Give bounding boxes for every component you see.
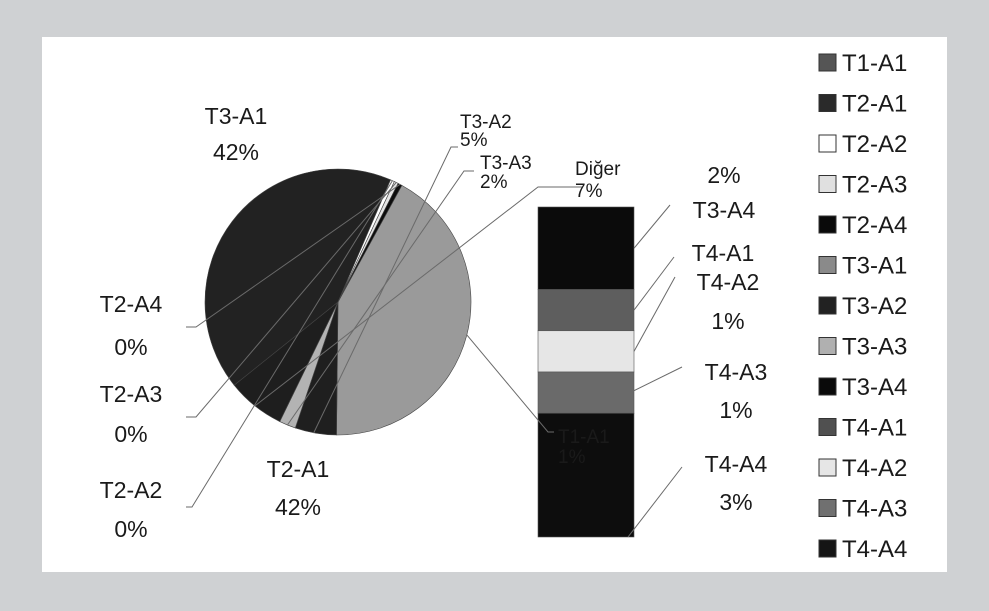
label-t3-a3-value: 2% [480, 172, 508, 193]
label-t4-a1-name: T4-A1 [692, 240, 755, 266]
label-t3-a2-value: 5% [460, 130, 488, 151]
legend-item-t3-a2: T3-A2 [818, 293, 907, 320]
legend-swatch [818, 296, 837, 315]
bar-segment-t4-a2 [537, 330, 635, 373]
legend-item-t4-a2: T4-A2 [818, 455, 907, 482]
label-t2-a3-name: T2-A3 [100, 381, 163, 407]
legend-item-t4-a3: T4-A3 [818, 496, 907, 523]
legend-item-t3-a1: T3-A1 [818, 253, 907, 280]
leader-t4-a2 [633, 276, 676, 352]
breakdown-bar [537, 206, 635, 538]
label-t3-a4-name: T3-A4 [693, 197, 756, 223]
pie-slice-t3-a1 [336, 184, 472, 436]
leader-t3-a2 [313, 146, 458, 434]
label-t3-a2-name: T3-A2 [460, 112, 512, 133]
label-t3-a3-name: T3-A3 [480, 153, 532, 174]
label-t3-a4-value: 2% [707, 162, 740, 188]
label-t3-a1-name: T3-A1 [205, 103, 268, 129]
leader-t4-a1 [633, 256, 675, 311]
label-diger-value: 7% [575, 181, 603, 202]
label-t2-a4-name: T2-A4 [100, 291, 163, 317]
legend-item-t4-a4: T4-A4 [818, 536, 907, 563]
legend-swatch [818, 134, 837, 153]
legend-swatch [818, 94, 837, 112]
legend-label: T4-A2 [842, 455, 907, 482]
legend-label: T2-A1 [842, 91, 907, 118]
legend-swatch [818, 256, 837, 274]
legend-label: T3-A1 [842, 253, 907, 280]
legend-swatch [818, 175, 837, 193]
label-t1-a1-name: T1-A1 [558, 427, 610, 448]
label-t2-a2-value: 0% [114, 516, 147, 542]
pie-slice-t2-a4 [337, 182, 403, 303]
legend-label: T4-A3 [842, 496, 907, 523]
legend-item-t2-a3: T2-A3 [818, 172, 907, 199]
label-t4-a3-name: T4-A3 [705, 359, 768, 385]
leader-t3-a3 [286, 170, 474, 426]
label-t2-a4-value: 0% [114, 334, 147, 360]
leader-t1-a1 [466, 334, 554, 433]
pie [204, 168, 472, 436]
legend-swatch [818, 499, 837, 517]
chart-panel: T3-A1 42% T3-A2 5% T3-A3 2% Diğer 7% T2-… [42, 37, 947, 572]
label-t2-a1-name: T2-A1 [267, 456, 330, 482]
label-t4-a3-value: 1% [719, 397, 752, 423]
leader-t4-a3 [629, 366, 683, 394]
bar-segment-t4-a4 [537, 412, 635, 538]
bar-segment-t3-a4 [537, 206, 635, 290]
leader-t2-a4 [186, 183, 401, 328]
leader-t2-a2 [186, 180, 393, 508]
pie-of-bar-chart: T3-A1 42% T3-A2 5% T3-A3 2% Diğer 7% T2-… [100, 50, 908, 563]
legend-item-t4-a1: T4-A1 [818, 415, 907, 442]
legend-swatch [818, 418, 837, 436]
legend-item-t2-a1: T2-A1 [818, 91, 907, 118]
label-t2-a1-value: 42% [275, 494, 321, 520]
label-t4-a4-name: T4-A4 [705, 451, 768, 477]
legend-label: T4-A4 [842, 536, 907, 563]
leader-diger [254, 186, 582, 407]
legend-swatch [818, 53, 837, 72]
legend-label: T3-A3 [842, 334, 907, 361]
legend-swatch [818, 215, 837, 234]
legend-label: T2-A4 [842, 212, 907, 239]
legend-label: T2-A2 [842, 131, 907, 158]
legend-item-t2-a2: T2-A2 [818, 131, 907, 158]
legend-label: T3-A2 [842, 293, 907, 320]
legend-label: T2-A3 [842, 172, 907, 199]
label-t4-a4-value: 3% [719, 489, 752, 515]
label-diger-name: Diğer [575, 159, 621, 180]
leader-lines [186, 146, 683, 538]
legend-item-t1-a1: T1-A1 [818, 50, 907, 77]
label-t4-a2-value: 1% [711, 308, 744, 334]
label-t4-a2-name: T4-A2 [697, 269, 760, 295]
legend-swatch [818, 539, 837, 558]
label-t2-a2-name: T2-A2 [100, 477, 163, 503]
leader-t4-a4 [627, 466, 683, 538]
legend-item-t2-a4: T2-A4 [818, 212, 907, 239]
legend-label: T1-A1 [842, 50, 907, 77]
legend-swatch [818, 337, 837, 355]
label-t1-a1-value: 1% [558, 447, 586, 468]
leader-t2-a3 [186, 182, 397, 418]
legend-item-t3-a3: T3-A3 [818, 334, 907, 361]
legend-label: T3-A4 [842, 374, 907, 401]
leader-t3-a4 [633, 204, 671, 249]
legend-swatch [818, 458, 837, 477]
bar-segment-t4-a1 [537, 289, 635, 332]
legend: T1-A1 T2-A1 T2-A2 T2-A3 T2-A4 T3-A1 T3-A2 T3-A3… [818, 50, 907, 563]
legend-item-t3-a4: T3-A4 [818, 374, 907, 401]
label-t3-a1-value: 42% [213, 139, 259, 165]
legend-swatch [818, 377, 837, 396]
bar-segment-t4-a3 [537, 371, 635, 414]
label-t2-a3-value: 0% [114, 421, 147, 447]
legend-label: T4-A1 [842, 415, 907, 442]
